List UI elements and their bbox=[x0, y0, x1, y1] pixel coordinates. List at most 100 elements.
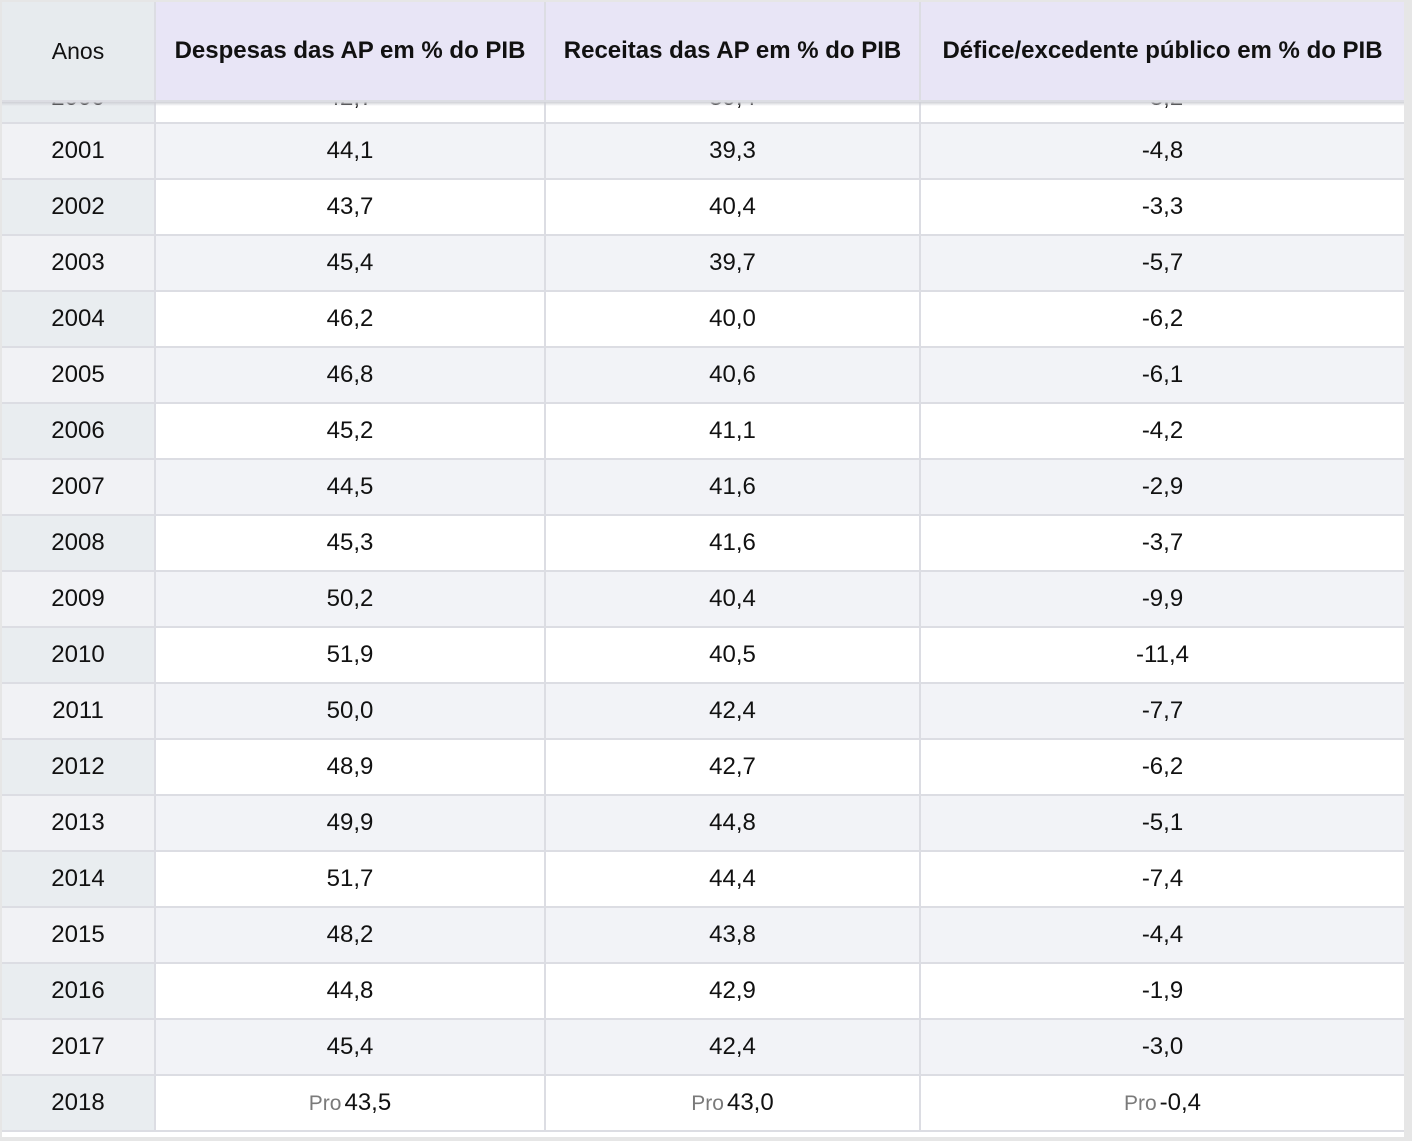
table-row: 2012 48,9 42,7 -6,2 bbox=[2, 739, 1404, 796]
table-row: 2014 51,7 44,4 -7,4 bbox=[2, 851, 1404, 908]
receitas-cell: 43,8 bbox=[545, 907, 921, 964]
provisional-label: Pro bbox=[308, 1092, 342, 1115]
table-row: 2001 44,1 39,3 -4,8 bbox=[2, 123, 1404, 180]
header-row: Anos Despesas das AP em % do PIB Receita… bbox=[2, 2, 1404, 102]
year-cell: 2013 bbox=[2, 795, 156, 852]
defice-cell: -3,0 bbox=[920, 1019, 1404, 1076]
year-cell: 2007 bbox=[2, 459, 156, 516]
year-cell: 2002 bbox=[2, 179, 156, 236]
defice-cell: -4,8 bbox=[920, 123, 1404, 180]
table-row: 2016 44,8 42,9 -1,9 bbox=[2, 963, 1404, 1020]
defice-cell: -7,7 bbox=[920, 683, 1404, 740]
table-row: 2002 43,7 40,4 -3,3 bbox=[2, 179, 1404, 236]
table-row: 2011 50,0 42,4 -7,7 bbox=[2, 683, 1404, 740]
year-cell: 2014 bbox=[2, 851, 156, 908]
defice-cell: Pro -0,4 bbox=[920, 1075, 1404, 1132]
defice-cell: -3,2 bbox=[920, 101, 1404, 124]
defice-cell: -4,2 bbox=[920, 403, 1404, 460]
receitas-cell: 39,3 bbox=[545, 123, 921, 180]
header-defice[interactable]: Défice/excedente público em % do PIB bbox=[920, 2, 1404, 102]
despesas-cell: 44,5 bbox=[155, 459, 546, 516]
defice-cell: -4,4 bbox=[920, 907, 1404, 964]
table-row-partial: 2000 42,7 39,4 -3,2 bbox=[2, 101, 1404, 124]
despesas-cell: 43,7 bbox=[155, 179, 546, 236]
defice-cell: -6,2 bbox=[920, 291, 1404, 348]
despesas-cell: 46,8 bbox=[155, 347, 546, 404]
table-row: 2008 45,3 41,6 -3,7 bbox=[2, 515, 1404, 572]
despesas-cell: 50,0 bbox=[155, 683, 546, 740]
receitas-cell: 41,6 bbox=[545, 459, 921, 516]
year-cell: 2000 bbox=[2, 101, 156, 124]
despesas-cell: 45,3 bbox=[155, 515, 546, 572]
defice-cell: -3,3 bbox=[920, 179, 1404, 236]
year-cell: 2010 bbox=[2, 627, 156, 684]
table-row: 2015 48,2 43,8 -4,4 bbox=[2, 907, 1404, 964]
receitas-cell: 42,4 bbox=[545, 1019, 921, 1076]
defice-cell: -5,1 bbox=[920, 795, 1404, 852]
defice-cell: -11,4 bbox=[920, 627, 1404, 684]
despesas-cell: 51,7 bbox=[155, 851, 546, 908]
receitas-cell: 42,9 bbox=[545, 963, 921, 1020]
despesas-cell: 48,2 bbox=[155, 907, 546, 964]
provisional-value: 43,5 bbox=[344, 1089, 392, 1116]
receitas-cell: 40,5 bbox=[545, 627, 921, 684]
year-cell: 2015 bbox=[2, 907, 156, 964]
receitas-cell: 42,4 bbox=[545, 683, 921, 740]
defice-cell: -9,9 bbox=[920, 571, 1404, 628]
defice-cell: -6,1 bbox=[920, 347, 1404, 404]
table-row-last: 2018 Pro 43,5 Pro 43,0 Pro -0,4 bbox=[2, 1075, 1404, 1132]
year-cell: 2003 bbox=[2, 235, 156, 292]
table-row: 2017 45,4 42,4 -3,0 bbox=[2, 1019, 1404, 1076]
receitas-cell: 40,6 bbox=[545, 347, 921, 404]
receitas-cell: 41,6 bbox=[545, 515, 921, 572]
table-row: 2009 50,2 40,4 -9,9 bbox=[2, 571, 1404, 628]
provisional-label: Pro bbox=[1123, 1092, 1157, 1115]
receitas-cell: 39,4 bbox=[545, 101, 921, 124]
provisional-value: -0,4 bbox=[1159, 1089, 1202, 1116]
table-row: 2004 46,2 40,0 -6,2 bbox=[2, 291, 1404, 348]
defice-cell: -5,7 bbox=[920, 235, 1404, 292]
despesas-cell: 51,9 bbox=[155, 627, 546, 684]
receitas-cell: 41,1 bbox=[545, 403, 921, 460]
despesas-cell: 45,2 bbox=[155, 403, 546, 460]
year-cell: 2016 bbox=[2, 963, 156, 1020]
year-cell: 2009 bbox=[2, 571, 156, 628]
despesas-cell: Pro 43,5 bbox=[155, 1075, 546, 1132]
despesas-cell: 44,1 bbox=[155, 123, 546, 180]
despesas-cell: 45,4 bbox=[155, 235, 546, 292]
receitas-cell: 44,8 bbox=[545, 795, 921, 852]
year-cell: 2005 bbox=[2, 347, 156, 404]
header-despesas[interactable]: Despesas das AP em % do PIB bbox=[155, 2, 546, 102]
table-row: 2005 46,8 40,6 -6,1 bbox=[2, 347, 1404, 404]
defice-cell: -3,7 bbox=[920, 515, 1404, 572]
defice-cell: -2,9 bbox=[920, 459, 1404, 516]
year-cell: 2008 bbox=[2, 515, 156, 572]
table-row: 2013 49,9 44,8 -5,1 bbox=[2, 795, 1404, 852]
year-cell: 2011 bbox=[2, 683, 156, 740]
receitas-cell: 40,0 bbox=[545, 291, 921, 348]
defice-cell: -1,9 bbox=[920, 963, 1404, 1020]
despesas-cell: 42,7 bbox=[155, 101, 546, 124]
receitas-cell: 40,4 bbox=[545, 571, 921, 628]
receitas-cell: 42,7 bbox=[545, 739, 921, 796]
year-cell: 2001 bbox=[2, 123, 156, 180]
year-cell: 2017 bbox=[2, 1019, 156, 1076]
header-receitas[interactable]: Receitas das AP em % do PIB bbox=[545, 2, 921, 102]
header-anos[interactable]: Anos bbox=[2, 2, 156, 102]
table-row: 2003 45,4 39,7 -5,7 bbox=[2, 235, 1404, 292]
year-cell: 2004 bbox=[2, 291, 156, 348]
despesas-cell: 46,2 bbox=[155, 291, 546, 348]
despesas-cell: 48,9 bbox=[155, 739, 546, 796]
table-row: 2007 44,5 41,6 -2,9 bbox=[2, 459, 1404, 516]
year-cell: 2018 bbox=[2, 1075, 156, 1132]
table-row: 2006 45,2 41,1 -4,2 bbox=[2, 403, 1404, 460]
receitas-cell: 39,7 bbox=[545, 235, 921, 292]
receitas-cell: Pro 43,0 bbox=[545, 1075, 921, 1132]
table-row: 2010 51,9 40,5 -11,4 bbox=[2, 627, 1404, 684]
despesas-cell: 45,4 bbox=[155, 1019, 546, 1076]
defice-cell: -7,4 bbox=[920, 851, 1404, 908]
defice-cell: -6,2 bbox=[920, 739, 1404, 796]
receitas-cell: 44,4 bbox=[545, 851, 921, 908]
